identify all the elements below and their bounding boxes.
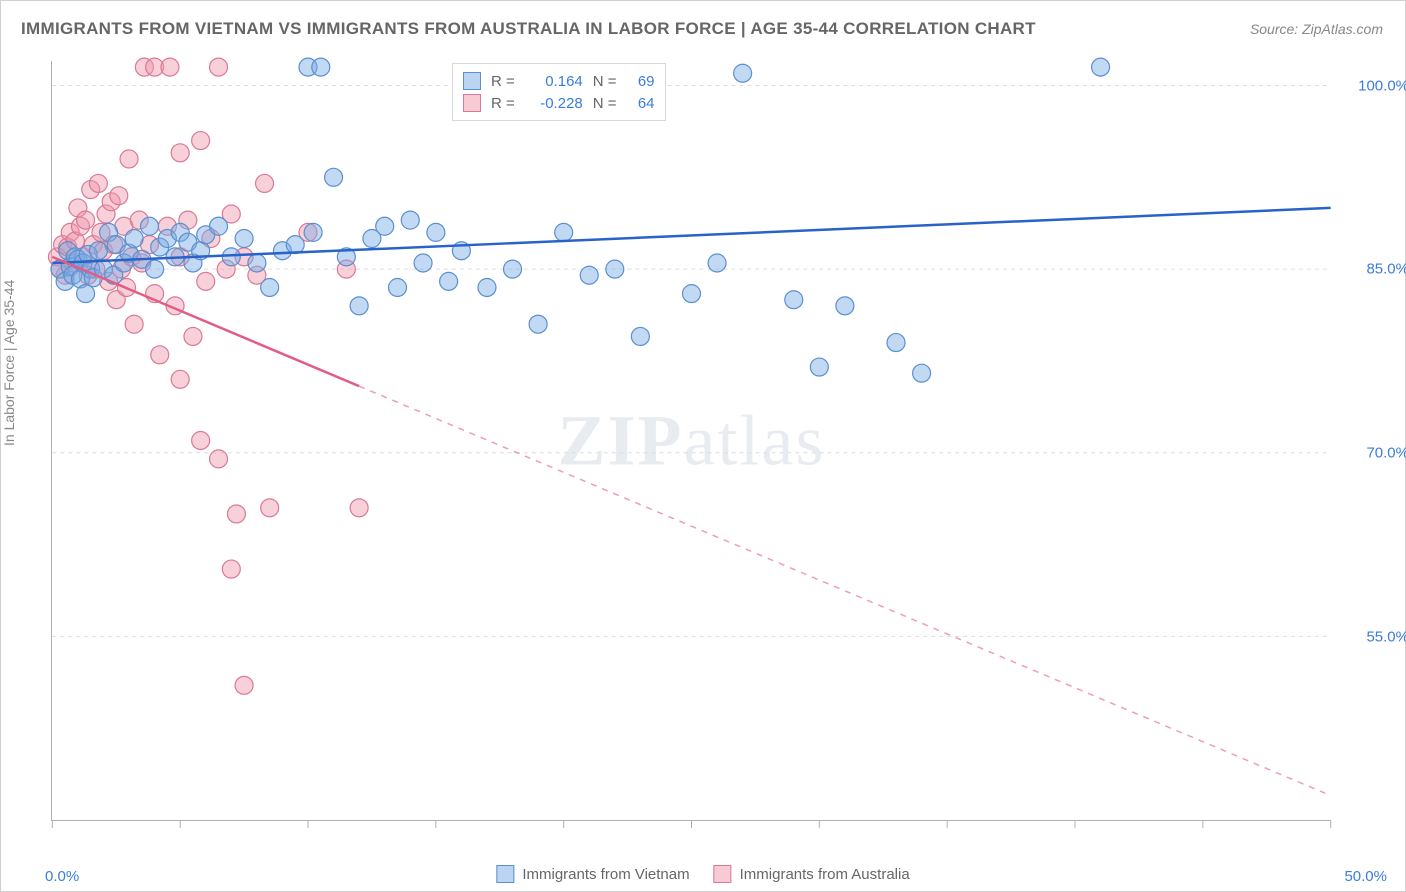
data-point-vietnam	[286, 236, 304, 254]
data-point-australia	[210, 450, 228, 468]
legend-R-value-australia: -0.228	[525, 95, 583, 112]
data-point-australia	[227, 505, 245, 523]
legend-label-vietnam: Immigrants from Vietnam	[522, 866, 689, 883]
data-point-vietnam	[734, 64, 752, 82]
data-point-vietnam	[401, 211, 419, 229]
data-point-australia	[89, 174, 107, 192]
swatch-pink-icon	[714, 865, 732, 883]
data-point-vietnam	[913, 364, 931, 382]
data-point-vietnam	[312, 58, 330, 76]
data-point-australia	[235, 676, 253, 694]
legend-row-vietnam: R = 0.164 N = 69	[463, 70, 655, 92]
data-point-australia	[120, 150, 138, 168]
data-point-vietnam	[248, 254, 266, 272]
data-point-vietnam	[887, 334, 905, 352]
data-point-vietnam	[388, 278, 406, 296]
data-point-vietnam	[350, 297, 368, 315]
swatch-pink-icon	[463, 94, 481, 112]
swatch-blue-icon	[496, 865, 514, 883]
data-point-vietnam	[580, 266, 598, 284]
legend-label-australia: Immigrants from Australia	[740, 866, 910, 883]
data-point-australia	[161, 58, 179, 76]
legend-R-value-vietnam: 0.164	[525, 73, 583, 90]
data-point-vietnam	[77, 285, 95, 303]
data-point-australia	[171, 144, 189, 162]
data-point-australia	[192, 432, 210, 450]
data-point-australia	[184, 327, 202, 345]
data-point-vietnam	[89, 242, 107, 260]
legend-R-label: R =	[491, 95, 515, 112]
data-point-vietnam	[785, 291, 803, 309]
y-tick-label: 70.0%	[1366, 445, 1406, 462]
legend-N-label: N =	[593, 73, 617, 90]
data-point-vietnam	[478, 278, 496, 296]
swatch-blue-icon	[463, 72, 481, 90]
source-attribution: Source: ZipAtlas.com	[1250, 21, 1383, 37]
plot-svg	[52, 61, 1331, 820]
trend-line-australia-dashed	[359, 386, 1331, 795]
data-point-australia	[125, 315, 143, 333]
data-point-vietnam	[146, 260, 164, 278]
data-point-vietnam	[141, 217, 159, 235]
legend-item-vietnam: Immigrants from Vietnam	[496, 865, 689, 883]
legend-item-australia: Immigrants from Australia	[714, 865, 910, 883]
y-tick-label: 55.0%	[1366, 629, 1406, 646]
x-axis-min-label: 0.0%	[45, 868, 79, 885]
chart-container: IMMIGRANTS FROM VIETNAM VS IMMIGRANTS FR…	[0, 0, 1406, 892]
data-point-australia	[192, 132, 210, 150]
data-point-vietnam	[555, 223, 573, 241]
correlation-legend: R = 0.164 N = 69 R = -0.228 N = 64	[452, 63, 666, 121]
data-point-australia	[256, 174, 274, 192]
data-point-vietnam	[708, 254, 726, 272]
series-legend: Immigrants from Vietnam Immigrants from …	[496, 865, 909, 883]
data-point-vietnam	[606, 260, 624, 278]
legend-row-australia: R = -0.228 N = 64	[463, 92, 655, 114]
legend-N-label: N =	[593, 95, 617, 112]
data-point-vietnam	[631, 327, 649, 345]
data-point-vietnam	[810, 358, 828, 376]
legend-N-value-vietnam: 69	[627, 73, 655, 90]
data-point-australia	[197, 272, 215, 290]
data-point-vietnam	[1092, 58, 1110, 76]
data-point-vietnam	[304, 223, 322, 241]
chart-title: IMMIGRANTS FROM VIETNAM VS IMMIGRANTS FR…	[21, 19, 1036, 39]
data-point-australia	[222, 560, 240, 578]
data-point-australia	[151, 346, 169, 364]
data-point-vietnam	[414, 254, 432, 272]
data-point-australia	[77, 211, 95, 229]
data-point-vietnam	[210, 217, 228, 235]
y-tick-label: 100.0%	[1358, 77, 1406, 94]
data-point-vietnam	[235, 230, 253, 248]
data-point-australia	[210, 58, 228, 76]
data-point-australia	[110, 187, 128, 205]
legend-R-label: R =	[491, 73, 515, 90]
data-point-vietnam	[376, 217, 394, 235]
data-point-australia	[350, 499, 368, 517]
data-point-australia	[261, 499, 279, 517]
legend-N-value-australia: 64	[627, 95, 655, 112]
data-point-vietnam	[325, 168, 343, 186]
data-point-vietnam	[222, 248, 240, 266]
data-point-vietnam	[504, 260, 522, 278]
data-point-vietnam	[261, 278, 279, 296]
data-point-australia	[171, 370, 189, 388]
data-point-vietnam	[529, 315, 547, 333]
x-axis-max-label: 50.0%	[1344, 868, 1387, 885]
data-point-vietnam	[683, 285, 701, 303]
plot-area: ZIPatlas R = 0.164 N = 69 R = -0.228 N =…	[51, 61, 1331, 821]
data-point-vietnam	[440, 272, 458, 290]
y-tick-label: 85.0%	[1366, 261, 1406, 278]
y-axis-label: In Labor Force | Age 35-44	[1, 280, 17, 446]
data-point-vietnam	[836, 297, 854, 315]
data-point-vietnam	[125, 230, 143, 248]
data-point-vietnam	[427, 223, 445, 241]
